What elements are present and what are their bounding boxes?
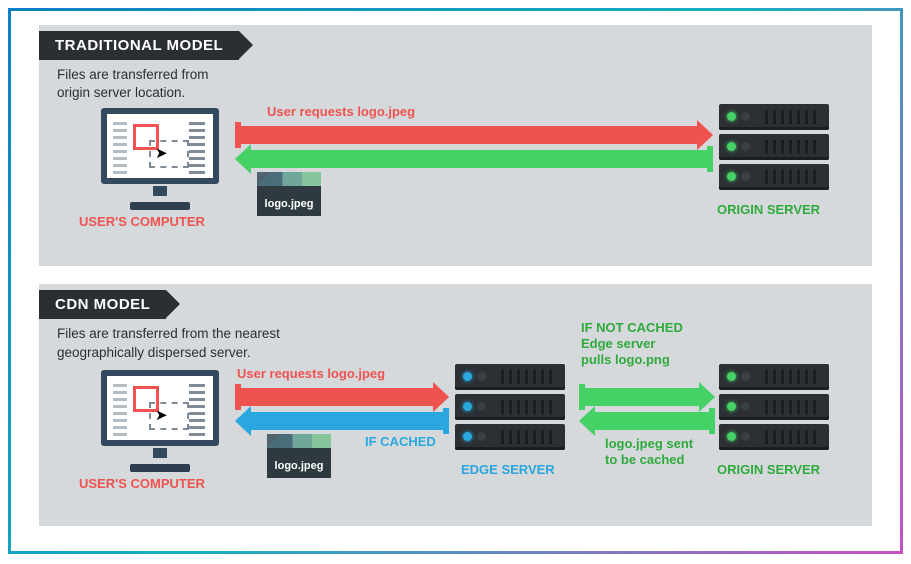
not-cached-label: IF NOT CACHED Edge server pulls logo.png (581, 320, 683, 369)
diagram-frame: TRADITIONAL MODEL Files are transferred … (8, 8, 903, 554)
user-computer-label: USER'S COMPUTER (79, 476, 205, 491)
request-arrow-label: User requests logo.jpeg (237, 366, 385, 382)
origin-server-icon (719, 364, 829, 454)
user-computer-label: USER'S COMPUTER (79, 214, 205, 229)
user-to-edge-arrow (235, 388, 449, 406)
edge-server-label: EDGE SERVER (461, 462, 555, 477)
origin-server-icon (719, 104, 829, 194)
subtitle-cdn: Files are transferred from the nearest g… (57, 325, 854, 361)
response-arrow (235, 150, 713, 168)
subtitle-traditional: Files are transferred from origin server… (57, 66, 854, 102)
origin-server-label: ORIGIN SERVER (717, 462, 820, 477)
file-icon: logo.jpeg (267, 434, 331, 478)
edge-server-icon (455, 364, 565, 454)
file-label: logo.jpeg (257, 198, 321, 210)
sent-label: logo.jpeg sent to be cached (605, 436, 693, 469)
panel-cdn: CDN MODEL Files are transferred from the… (39, 284, 872, 525)
request-arrow-label: User requests logo.jpeg (267, 104, 415, 120)
user-computer-icon: ➤ (101, 108, 219, 184)
file-label: logo.jpeg (267, 460, 331, 472)
edge-to-origin-arrow (579, 388, 715, 406)
origin-to-edge-arrow (579, 412, 715, 430)
cached-arrow-label: IF CACHED (365, 434, 436, 450)
panel-traditional: TRADITIONAL MODEL Files are transferred … (39, 25, 872, 266)
edge-to-user-arrow (235, 412, 449, 430)
stage-traditional: ➤ USER'S COMPUTER User requests logo.jpe… (57, 102, 854, 252)
ribbon-cdn: CDN MODEL (39, 290, 166, 319)
user-computer-icon: ➤ (101, 370, 219, 446)
request-arrow (235, 126, 713, 144)
file-icon: logo.jpeg (257, 172, 321, 216)
stage-cdn: ➤ USER'S COMPUTER User requests logo.jpe… (57, 362, 854, 512)
ribbon-traditional: TRADITIONAL MODEL (39, 31, 239, 60)
origin-server-label: ORIGIN SERVER (717, 202, 820, 217)
